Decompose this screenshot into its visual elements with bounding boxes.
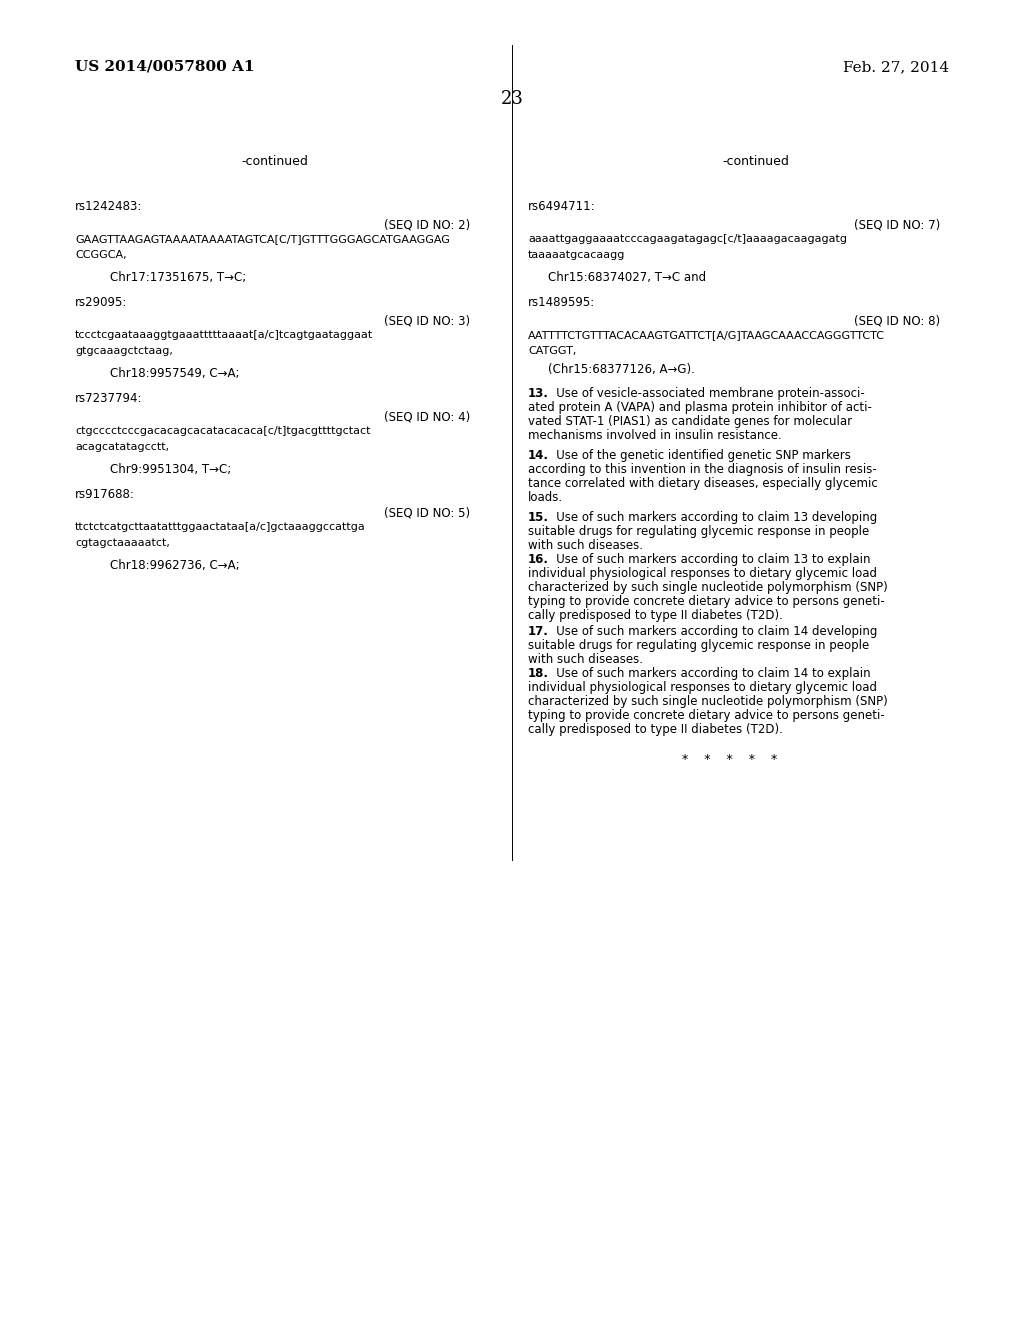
Text: Use of such markers according to claim ​13 to explain: Use of such markers according to claim ​… xyxy=(546,553,870,566)
Text: tance correlated with dietary diseases, especially glycemic: tance correlated with dietary diseases, … xyxy=(528,477,878,490)
Text: -continued: -continued xyxy=(723,154,790,168)
Text: Use of the genetic identified genetic SNP markers: Use of the genetic identified genetic SN… xyxy=(546,449,851,462)
Text: AATTTTCTGTTTACACAAGTGATTCT[A/G]TAAGCAAACCAGGGTTCTC: AATTTTCTGTTTACACAAGTGATTCT[A/G]TAAGCAAAC… xyxy=(528,330,885,341)
Text: (SEQ ID NO: 7): (SEQ ID NO: 7) xyxy=(854,218,940,231)
Text: characterized by such single nucleotide polymorphism (SNP): characterized by such single nucleotide … xyxy=(528,581,888,594)
Text: (SEQ ID NO: 4): (SEQ ID NO: 4) xyxy=(384,411,470,422)
Text: acagcatatagcctt,: acagcatatagcctt, xyxy=(75,442,169,451)
Text: CATGGT,: CATGGT, xyxy=(528,346,577,356)
Text: 16.: 16. xyxy=(528,553,549,566)
Text: tccctcgaataaaggtgaaatttttaaaat[a/c]tcagtgaataggaat: tccctcgaataaaggtgaaatttttaaaat[a/c]tcagt… xyxy=(75,330,374,341)
Text: with such diseases.: with such diseases. xyxy=(528,653,643,667)
Text: (SEQ ID NO: 2): (SEQ ID NO: 2) xyxy=(384,218,470,231)
Text: Feb. 27, 2014: Feb. 27, 2014 xyxy=(843,59,949,74)
Text: ttctctcatgcttaatatttggaactataa[a/c]gctaaaggccattga: ttctctcatgcttaatatttggaactataa[a/c]gctaa… xyxy=(75,521,366,532)
Text: Use of such markers according to claim ​13 developing: Use of such markers according to claim ​… xyxy=(546,511,878,524)
Text: Chr18:9957549, C→A;: Chr18:9957549, C→A; xyxy=(110,367,240,380)
Text: with such diseases.: with such diseases. xyxy=(528,539,643,552)
Text: individual physiological responses to dietary glycemic load: individual physiological responses to di… xyxy=(528,681,877,694)
Text: suitable drugs for regulating glycemic response in people: suitable drugs for regulating glycemic r… xyxy=(528,639,869,652)
Text: 13.: 13. xyxy=(528,387,549,400)
Text: Chr15:68374027, T→C and: Chr15:68374027, T→C and xyxy=(548,271,707,284)
Text: aaaattgaggaaaatcccagaagatagagc[c/t]aaaagacaagagatg: aaaattgaggaaaatcccagaagatagagc[c/t]aaaag… xyxy=(528,234,847,244)
Text: gtgcaaagctctaag,: gtgcaaagctctaag, xyxy=(75,346,173,356)
Text: (SEQ ID NO: 3): (SEQ ID NO: 3) xyxy=(384,314,470,327)
Text: Use of such markers according to claim ​14 developing: Use of such markers according to claim ​… xyxy=(546,624,878,638)
Text: rs7237794:: rs7237794: xyxy=(75,392,142,405)
Text: CCGGCA,: CCGGCA, xyxy=(75,249,127,260)
Text: *    *    *    *    *: * * * * * xyxy=(682,752,777,766)
Text: (Chr15:68377126, A→G).: (Chr15:68377126, A→G). xyxy=(548,363,695,376)
Text: typing to provide concrete dietary advice to persons geneti-: typing to provide concrete dietary advic… xyxy=(528,595,885,609)
Text: Use of vesicle-associated membrane protein-associ-: Use of vesicle-associated membrane prote… xyxy=(546,387,865,400)
Text: Chr9:9951304, T→C;: Chr9:9951304, T→C; xyxy=(110,463,231,477)
Text: 14.: 14. xyxy=(528,449,549,462)
Text: Use of such markers according to claim ​14 to explain: Use of such markers according to claim ​… xyxy=(546,667,871,680)
Text: 15.: 15. xyxy=(528,511,549,524)
Text: typing to provide concrete dietary advice to persons geneti-: typing to provide concrete dietary advic… xyxy=(528,709,885,722)
Text: vated STAT-1 (PIAS1) as candidate genes for molecular: vated STAT-1 (PIAS1) as candidate genes … xyxy=(528,414,852,428)
Text: individual physiological responses to dietary glycemic load: individual physiological responses to di… xyxy=(528,568,877,579)
Text: US 2014/0057800 A1: US 2014/0057800 A1 xyxy=(75,59,255,74)
Text: ated protein A (VAPA) and plasma protein inhibitor of acti-: ated protein A (VAPA) and plasma protein… xyxy=(528,401,871,414)
Text: mechanisms involved in insulin resistance.: mechanisms involved in insulin resistanc… xyxy=(528,429,781,442)
Text: Chr17:17351675, T→C;: Chr17:17351675, T→C; xyxy=(110,271,246,284)
Text: cgtagctaaaaatct,: cgtagctaaaaatct, xyxy=(75,539,170,548)
Text: ctgcccctcccgacacagcacatacacaca[c/t]tgacgttttgctact: ctgcccctcccgacacagcacatacacaca[c/t]tgacg… xyxy=(75,426,371,436)
Text: (SEQ ID NO: 8): (SEQ ID NO: 8) xyxy=(854,314,940,327)
Text: cally predisposed to type II diabetes (T2D).: cally predisposed to type II diabetes (T… xyxy=(528,609,783,622)
Text: suitable drugs for regulating glycemic response in people: suitable drugs for regulating glycemic r… xyxy=(528,525,869,539)
Text: 18.: 18. xyxy=(528,667,549,680)
Text: Chr18:9962736, C→A;: Chr18:9962736, C→A; xyxy=(110,558,240,572)
Text: (SEQ ID NO: 5): (SEQ ID NO: 5) xyxy=(384,506,470,519)
Text: cally predisposed to type II diabetes (T2D).: cally predisposed to type II diabetes (T… xyxy=(528,723,783,737)
Text: taaaaatgcacaagg: taaaaatgcacaagg xyxy=(528,249,626,260)
Text: rs1489595:: rs1489595: xyxy=(528,296,595,309)
Text: loads.: loads. xyxy=(528,491,563,504)
Text: rs29095:: rs29095: xyxy=(75,296,127,309)
Text: rs917688:: rs917688: xyxy=(75,488,135,502)
Text: rs1242483:: rs1242483: xyxy=(75,201,142,213)
Text: -continued: -continued xyxy=(242,154,308,168)
Text: characterized by such single nucleotide polymorphism (SNP): characterized by such single nucleotide … xyxy=(528,696,888,708)
Text: GAAGTTAAGAGTAAAATAAAATAGTCA[C/T]GTTTGGGAGCATGAAGGAG: GAAGTTAAGAGTAAAATAAAATAGTCA[C/T]GTTTGGGA… xyxy=(75,234,450,244)
Text: according to this invention in the diagnosis of insulin resis-: according to this invention in the diagn… xyxy=(528,463,877,477)
Text: 23: 23 xyxy=(501,90,523,108)
Text: rs6494711:: rs6494711: xyxy=(528,201,596,213)
Text: 17.: 17. xyxy=(528,624,549,638)
